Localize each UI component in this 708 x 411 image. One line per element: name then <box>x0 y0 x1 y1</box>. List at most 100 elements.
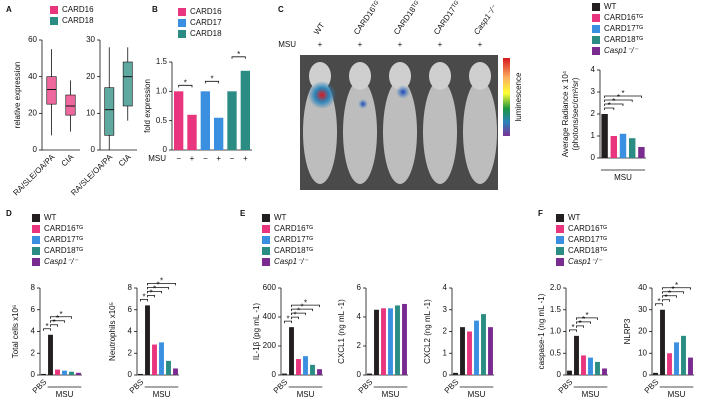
x-tick-label: PBS <box>443 378 461 396</box>
y-axis-label: NLRP3 <box>623 318 632 344</box>
bar <box>460 327 465 375</box>
bar <box>467 331 472 375</box>
bar <box>296 359 301 375</box>
y-tick-label: 20 <box>28 108 37 117</box>
legend-swatch <box>556 258 564 266</box>
y-tick-label: 8 <box>128 283 133 292</box>
treatment-sign: + <box>358 40 363 49</box>
y-tick-label: 6 <box>128 305 133 314</box>
significance-bracket <box>662 287 691 290</box>
y-axis-label: fold expression <box>143 79 152 133</box>
y-tick-label: 2 <box>128 348 133 357</box>
bar <box>574 335 579 375</box>
legend-label: Casp1⁻/⁻ <box>274 257 309 266</box>
y-tick-label: 6 <box>357 283 362 292</box>
group-label: MSU <box>56 390 74 399</box>
significance-label: * <box>675 281 678 290</box>
legend-label: CARD18ᵀᴳ <box>604 35 643 44</box>
x-tick-label: PBS <box>272 378 290 396</box>
significance-bracket <box>604 99 633 102</box>
y-tick-label: 30 <box>86 35 95 44</box>
y-tick-label: 0 <box>443 370 448 379</box>
axis-line <box>39 288 82 376</box>
legend-swatch <box>262 247 270 255</box>
legend-label: WT <box>274 213 287 222</box>
group-label: MSU <box>297 390 315 399</box>
axis-line <box>280 288 323 376</box>
legend-swatch <box>32 236 40 244</box>
box <box>65 94 76 116</box>
legend-label: CARD16ᵀᴳ <box>604 13 643 22</box>
bar <box>48 334 53 375</box>
significance-bracket <box>178 84 193 88</box>
y-tick-label: 0 <box>91 145 96 154</box>
colorbar-label: luminescence <box>514 72 523 121</box>
y-tick-label: 6 <box>31 305 36 314</box>
legend-swatch <box>556 236 564 244</box>
bar <box>69 371 74 375</box>
column-label: WT <box>312 21 327 36</box>
bar <box>567 370 572 375</box>
x-tick-label: PBS <box>357 378 375 396</box>
significance-label: * <box>153 285 156 294</box>
mouse-head <box>429 62 451 90</box>
significance-bracket <box>147 287 169 290</box>
bar <box>214 117 224 150</box>
significance-bracket <box>569 329 577 332</box>
legend-swatch <box>178 8 186 16</box>
legend-swatch <box>592 25 600 33</box>
colorbar <box>503 58 510 136</box>
x-tick-label: PBS <box>557 378 575 396</box>
significance-label: * <box>286 314 289 323</box>
bar <box>653 372 658 375</box>
significance-bracket <box>604 107 615 110</box>
panel-letter: F <box>538 209 543 218</box>
significance-label: * <box>578 319 581 328</box>
legend-label: CARD18 <box>190 29 222 38</box>
y-tick-label: 1.0 <box>550 327 562 336</box>
bar <box>289 327 294 375</box>
significance-label: * <box>608 101 611 110</box>
significance-label: * <box>45 322 48 331</box>
bar <box>588 357 593 375</box>
significance-label: * <box>156 281 159 290</box>
group-label: MSU <box>582 390 600 399</box>
group-label: MSU <box>148 154 166 163</box>
y-tick-label: 2 <box>591 109 596 118</box>
bar <box>41 373 46 375</box>
y-tick-label: 2 <box>357 341 362 350</box>
significance-label: * <box>300 302 303 311</box>
y-axis-label: CXCL2 (ng mL -1) <box>423 299 432 364</box>
y-axis-label: Total cells x10⁶ <box>11 305 20 359</box>
bar <box>76 372 81 375</box>
significance-bracket <box>291 316 299 320</box>
y-tick-label: 4 <box>357 312 362 321</box>
mouse-head <box>349 62 371 90</box>
panel-letter: A <box>6 5 12 14</box>
y-axis-label: Average Radiance x 10⁴ <box>561 70 570 157</box>
legend-label: Casp1⁻/⁻ <box>604 46 639 55</box>
legend-swatch <box>262 258 270 266</box>
x-tick-label: − <box>230 154 235 163</box>
y-tick-label: 200 <box>263 341 277 350</box>
legend-label: CARD18ᵀᴳ <box>44 246 83 255</box>
y-tick-label: 0 <box>33 145 38 154</box>
axis-line <box>365 288 408 376</box>
bar <box>601 114 608 158</box>
y-tick-label: 10 <box>86 108 95 117</box>
legend-label: CARD17ᵀᴳ <box>604 24 643 33</box>
box <box>122 61 133 107</box>
legend-swatch <box>556 214 564 222</box>
significance-bracket <box>291 308 313 312</box>
treatment-sign: + <box>478 40 483 49</box>
treatment-sign: + <box>318 40 323 49</box>
group-label: MSU <box>668 390 686 399</box>
mouse-head <box>469 62 491 90</box>
significance-label: * <box>671 285 674 294</box>
y-tick-label: 40 <box>28 72 37 81</box>
y-tick-label: 2 <box>31 348 36 357</box>
bar <box>187 114 197 150</box>
significance-bracket <box>662 299 670 302</box>
axis-line <box>451 288 494 376</box>
y-tick-label: 1 <box>591 131 596 140</box>
